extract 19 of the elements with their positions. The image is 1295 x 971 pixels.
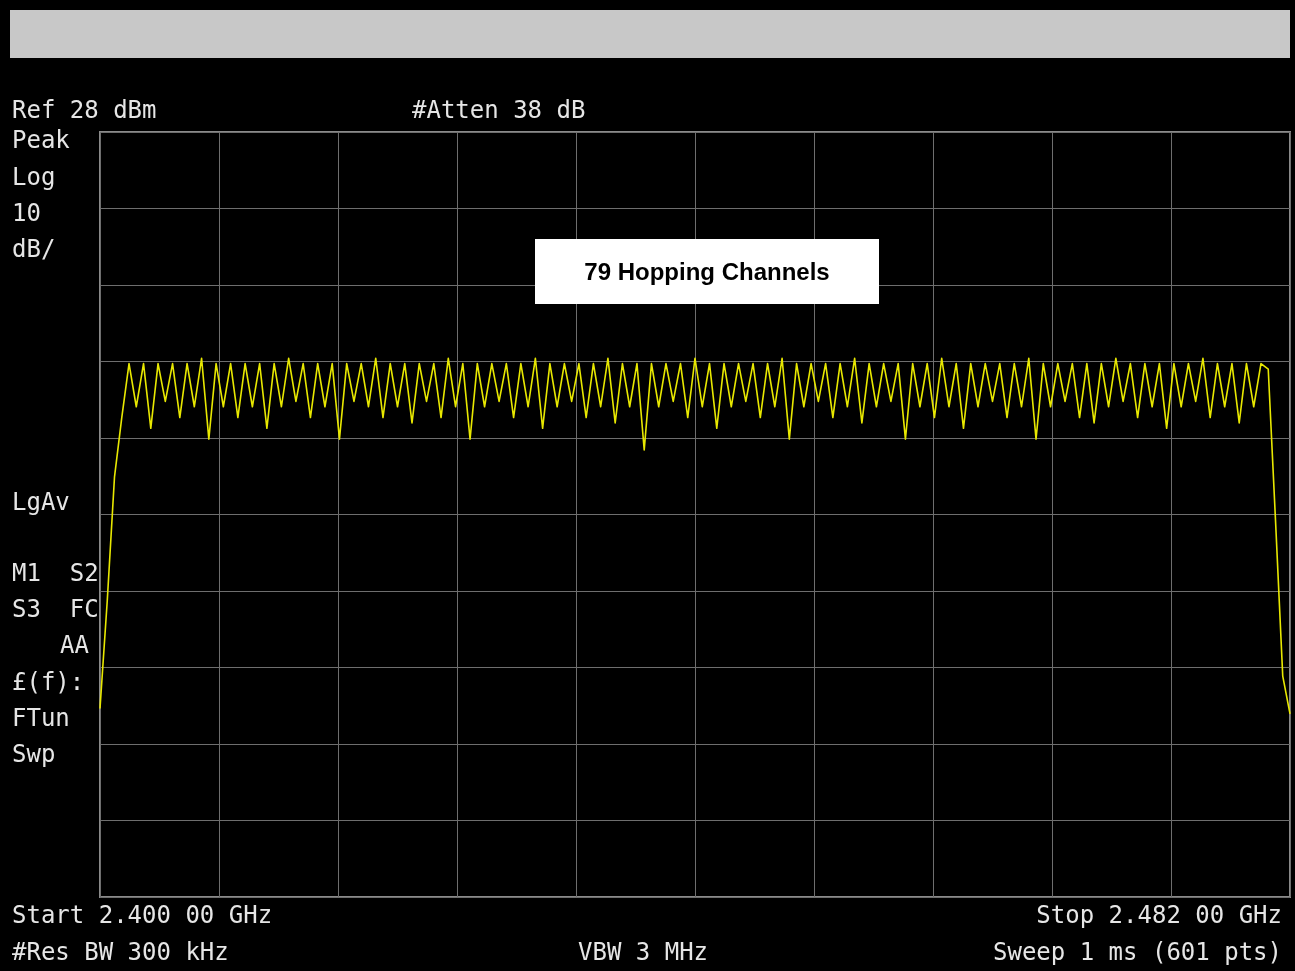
- text: Log: [12, 163, 56, 191]
- text: Stop 2.482 00 GHz: [1036, 901, 1282, 929]
- text: £(f):: [12, 668, 85, 696]
- text: Peak: [12, 126, 70, 154]
- text: Ref 28 dBm: [12, 96, 157, 124]
- text: Swp: [12, 740, 56, 768]
- text: S3 FC: [12, 595, 99, 623]
- text: M1 S2: [12, 559, 99, 587]
- chart-title: 79 Hopping Channels: [535, 239, 879, 304]
- text: #Res BW 300 kHz: [12, 938, 229, 966]
- text: Sweep 1 ms (601 pts): [993, 938, 1282, 966]
- text: FTun: [12, 704, 70, 732]
- text: dB/: [12, 235, 56, 263]
- text: LgAv: [12, 488, 70, 516]
- text: AA: [60, 631, 89, 659]
- text: VBW 3 MHz: [578, 938, 709, 966]
- text: 10: [12, 199, 41, 227]
- text: #Atten 38 dB: [412, 96, 586, 124]
- text: Start 2.400 00 GHz: [12, 901, 273, 929]
